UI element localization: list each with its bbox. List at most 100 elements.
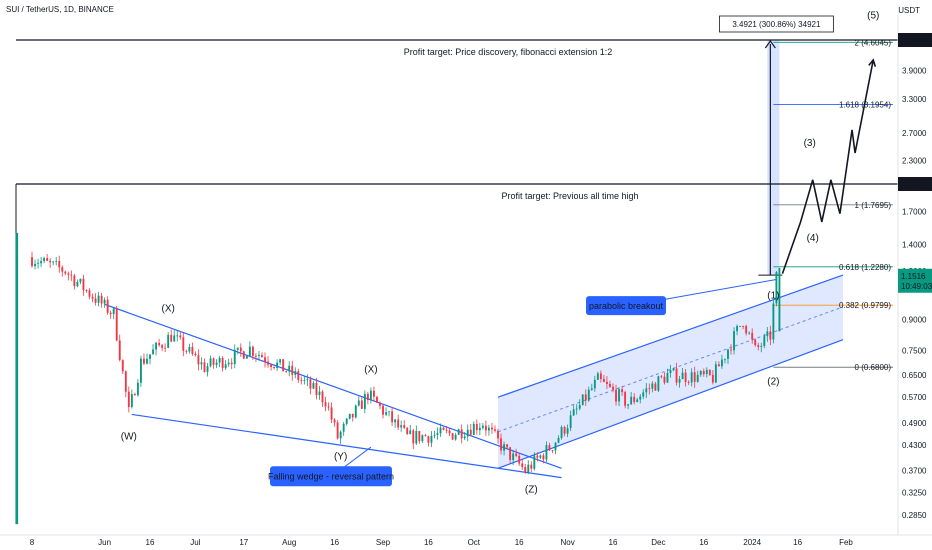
candle-body (242, 351, 245, 359)
x-tick-14: 16 (699, 538, 708, 547)
candle-body (164, 347, 167, 349)
candle-body (572, 409, 575, 416)
fib-label-3: 0.618 (1.2280) (839, 263, 891, 272)
candle-body (724, 358, 726, 360)
candle-body (509, 447, 512, 460)
projection-path (781, 59, 875, 274)
candle-body (584, 394, 587, 401)
x-tick-4: 17 (239, 538, 248, 547)
x-tick-11: Nov (560, 538, 574, 547)
candle-body (112, 308, 115, 315)
candle-body (167, 334, 170, 348)
y-tick-4: 1.7000 (902, 208, 927, 217)
candle-body (460, 429, 463, 439)
candle-body (264, 357, 266, 362)
candle-body (58, 261, 61, 268)
candle-body (285, 371, 288, 373)
candle-body (121, 360, 124, 372)
candle-body (382, 405, 384, 415)
candle-body (103, 299, 106, 304)
candle-body (690, 372, 693, 383)
wave-label-3: (X) (364, 364, 377, 375)
candle-body (273, 366, 276, 369)
measure-zone (767, 40, 780, 276)
candle-body (775, 272, 778, 304)
candle-body (254, 355, 257, 357)
candle-body (527, 464, 530, 473)
candle-body (563, 426, 566, 434)
x-tick-8: 16 (424, 538, 433, 547)
candle-body (545, 445, 548, 460)
candle-body (149, 354, 151, 359)
candle-body (466, 429, 469, 437)
candle-body (687, 381, 690, 383)
level-tag-1: 2.0000 (901, 180, 926, 189)
candle-body (224, 364, 227, 369)
candle-body (684, 372, 687, 382)
candle-body (457, 429, 460, 435)
x-tick-7: Sep (376, 538, 391, 547)
candle-body (469, 429, 472, 435)
candle-body (699, 370, 702, 375)
candle-body (236, 347, 239, 350)
candle-body (100, 295, 103, 304)
wave-label-9: (5) (867, 10, 879, 21)
candle-body (321, 391, 324, 403)
candle-body (327, 406, 330, 408)
breakout-callout-box (586, 296, 666, 316)
candle-body (657, 376, 660, 391)
candle-body (412, 430, 415, 444)
candle-body (339, 431, 342, 439)
candle-body (348, 413, 351, 419)
y-tick-0: 3.9000 (902, 67, 927, 76)
candle-body (745, 326, 748, 334)
candle-body (515, 453, 518, 456)
candle-body (491, 427, 493, 430)
candle-body (772, 303, 775, 340)
candle-body (300, 379, 303, 381)
candle-body (146, 358, 148, 364)
candle-body (660, 376, 663, 378)
candle-body (424, 435, 427, 437)
candle-body (536, 455, 539, 458)
candle-body (708, 369, 711, 375)
x-tick-13: Dec (651, 538, 665, 547)
candle-body (627, 404, 630, 406)
candle-body (463, 436, 466, 439)
x-tick-0: 8 (30, 538, 35, 547)
candle-body (82, 278, 85, 291)
candle-body (385, 412, 387, 415)
candle-body (663, 376, 666, 383)
candle-body (418, 431, 421, 442)
candle-body (587, 389, 590, 401)
candle-body (294, 371, 297, 375)
candles (15, 232, 781, 525)
candle-body (630, 396, 633, 405)
candle-body (409, 430, 412, 435)
candle-body (109, 312, 112, 315)
candle-body (288, 365, 291, 372)
wave-label-2: (Y) (334, 452, 347, 463)
candle-body (397, 419, 400, 428)
candle-body (209, 358, 212, 367)
candle-body (439, 427, 442, 434)
y-tick-9: 0.6500 (902, 371, 927, 380)
y-tick-15: 0.2850 (902, 511, 927, 520)
candle-body (212, 358, 215, 365)
candle-body (270, 364, 272, 367)
candle-body (448, 430, 451, 434)
candle-body (194, 353, 197, 356)
candle-body (336, 422, 339, 439)
candle-body (97, 295, 100, 303)
x-tick-1: Jun (98, 538, 111, 547)
current-price: 1.1516 (901, 272, 926, 281)
fib-label-5: 0 (0.6800) (855, 363, 892, 372)
candle-body (575, 408, 578, 410)
candle-body (693, 372, 696, 382)
x-tick-10: 16 (515, 538, 524, 547)
candle-body (40, 261, 43, 264)
candle-body (239, 347, 242, 352)
candle-body (309, 379, 312, 389)
candle-body (76, 281, 79, 287)
